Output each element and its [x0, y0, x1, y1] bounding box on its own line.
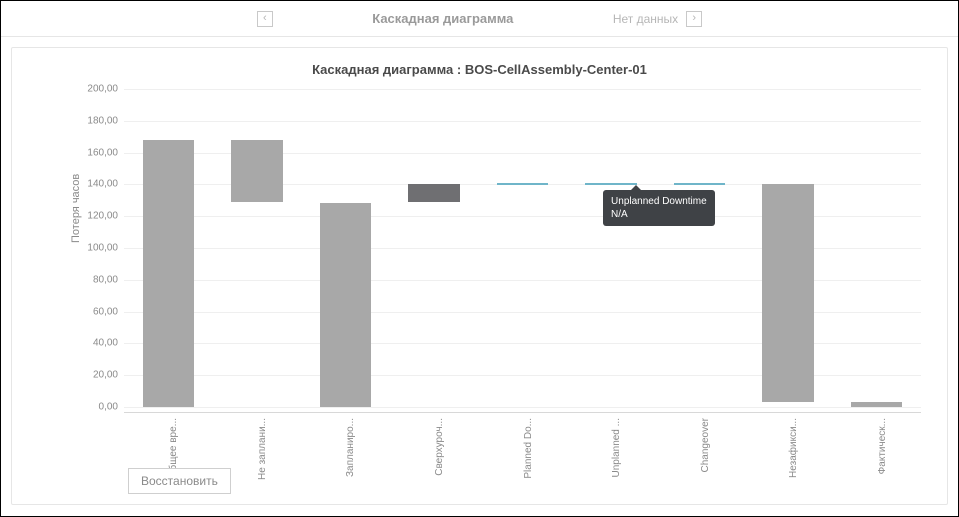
chart-panel: Каскадная диаграмма : BOS-CellAssembly-C… — [11, 47, 948, 505]
bar[interactable] — [851, 402, 902, 407]
nav-next-label: Нет данных — [613, 12, 678, 26]
x-tick-label: Запланиро... — [345, 418, 356, 488]
bar[interactable] — [762, 184, 813, 402]
grid-line — [124, 89, 921, 90]
top-navigation: ‹ Каскадная диаграмма Нет данных › — [1, 1, 958, 37]
bar[interactable] — [585, 183, 636, 185]
y-tick-label: 120,00 — [72, 211, 118, 222]
nav-prev-button[interactable]: ‹ — [257, 11, 273, 27]
y-tick-label: 60,00 — [72, 306, 118, 317]
nav-next-button[interactable]: › — [686, 11, 702, 27]
chart-title: Каскадная диаграмма : BOS-CellAssembly-C… — [30, 62, 929, 77]
grid-line — [124, 121, 921, 122]
nav-left-group: ‹ — [257, 11, 273, 27]
y-tick-label: 40,00 — [72, 338, 118, 349]
y-tick-label: 200,00 — [72, 84, 118, 95]
y-tick-label: 20,00 — [72, 370, 118, 381]
x-tick-label: Фактическ... — [877, 418, 888, 488]
chart-area: Потеря часов 0,0020,0040,0060,0080,00100… — [72, 83, 921, 413]
bar[interactable] — [674, 183, 725, 185]
restore-button[interactable]: Восстановить — [128, 468, 231, 494]
y-tick-label: 160,00 — [72, 147, 118, 158]
y-tick-label: 80,00 — [72, 274, 118, 285]
tooltip: Unplanned DowntimeN/A — [603, 190, 715, 226]
y-tick-label: 100,00 — [72, 243, 118, 254]
x-tick-label: Незафикси... — [788, 418, 799, 488]
y-tick-label: 140,00 — [72, 179, 118, 190]
nav-right-group: Нет данных › — [613, 11, 702, 27]
plot-region: 0,0020,0040,0060,0080,00100,00120,00140,… — [124, 89, 921, 413]
tooltip-line: Unplanned Downtime — [611, 195, 707, 208]
y-tick-label: 0,00 — [72, 402, 118, 413]
x-tick-label: Не заплани... — [257, 418, 268, 488]
bar[interactable] — [497, 183, 548, 185]
bar[interactable] — [143, 140, 194, 407]
bar[interactable] — [231, 140, 282, 202]
x-tick-label: Unplanned ... — [611, 418, 622, 488]
grid-line — [124, 407, 921, 408]
bar[interactable] — [320, 203, 371, 407]
x-tick-label: Сверхуроч... — [434, 418, 445, 488]
x-tick-label: Changeover — [700, 418, 711, 488]
y-tick-label: 180,00 — [72, 115, 118, 126]
bar[interactable] — [408, 184, 459, 201]
nav-title: Каскадная диаграмма — [313, 11, 573, 26]
tooltip-line: N/A — [611, 208, 707, 221]
x-tick-label: Planned Do... — [523, 418, 534, 488]
